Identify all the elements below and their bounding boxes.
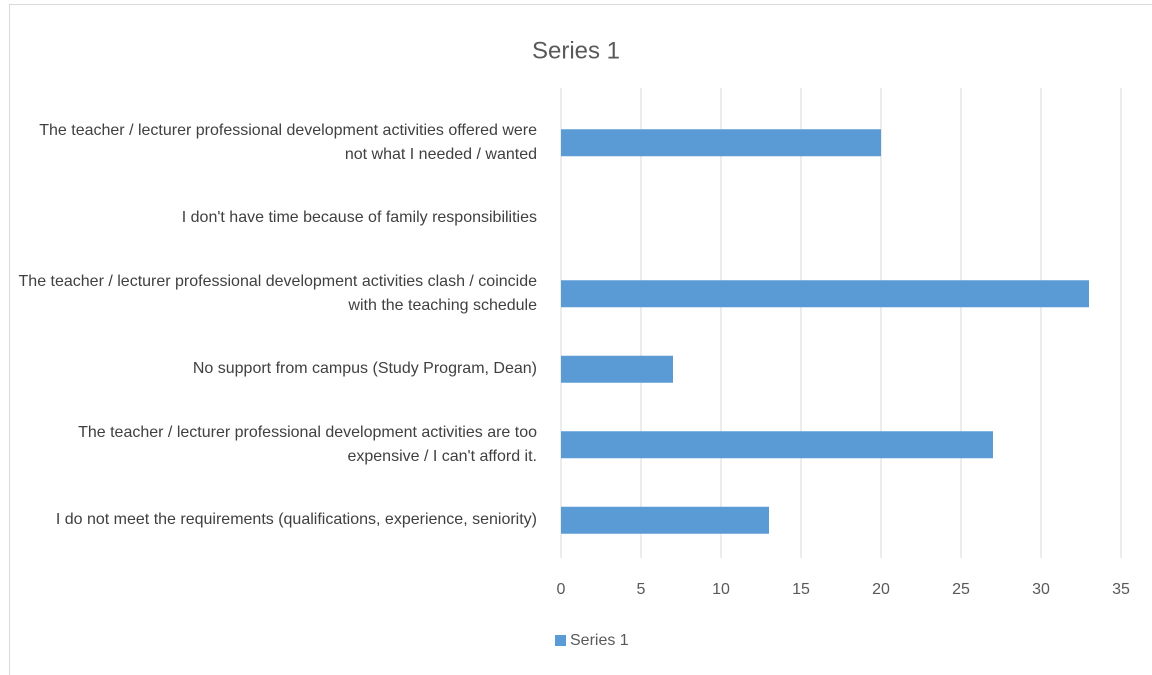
bar — [561, 129, 881, 157]
chart-border — [9, 4, 1152, 675]
x-tick-label: 0 — [557, 581, 566, 598]
y-tick-label: I do not meet the requirements (qualific… — [55, 511, 537, 529]
bar — [561, 280, 1089, 308]
y-tick-label: The teacher / lecturer professional deve… — [18, 272, 537, 314]
bar — [561, 355, 673, 383]
y-tick-label: No support from campus (Study Program, D… — [192, 360, 537, 378]
chart-title: Series 1 — [532, 37, 620, 64]
bar — [561, 431, 993, 459]
y-tick-label: I don't have time because of family resp… — [181, 209, 537, 227]
bar — [561, 506, 769, 534]
x-tick-label: 25 — [952, 581, 970, 598]
legend-swatch — [555, 635, 566, 646]
x-tick-label: 20 — [872, 581, 890, 598]
x-tick-label: 15 — [792, 581, 810, 598]
x-tick-label: 5 — [637, 581, 646, 598]
legend-label: Series 1 — [570, 632, 629, 649]
x-tick-label: 10 — [712, 581, 730, 598]
x-tick-label: 35 — [1112, 581, 1130, 598]
y-tick-label: The teacher / lecturer professional deve… — [78, 423, 537, 465]
x-tick-label: 30 — [1032, 581, 1050, 598]
y-tick-label: The teacher / lecturer professional deve… — [39, 121, 537, 163]
